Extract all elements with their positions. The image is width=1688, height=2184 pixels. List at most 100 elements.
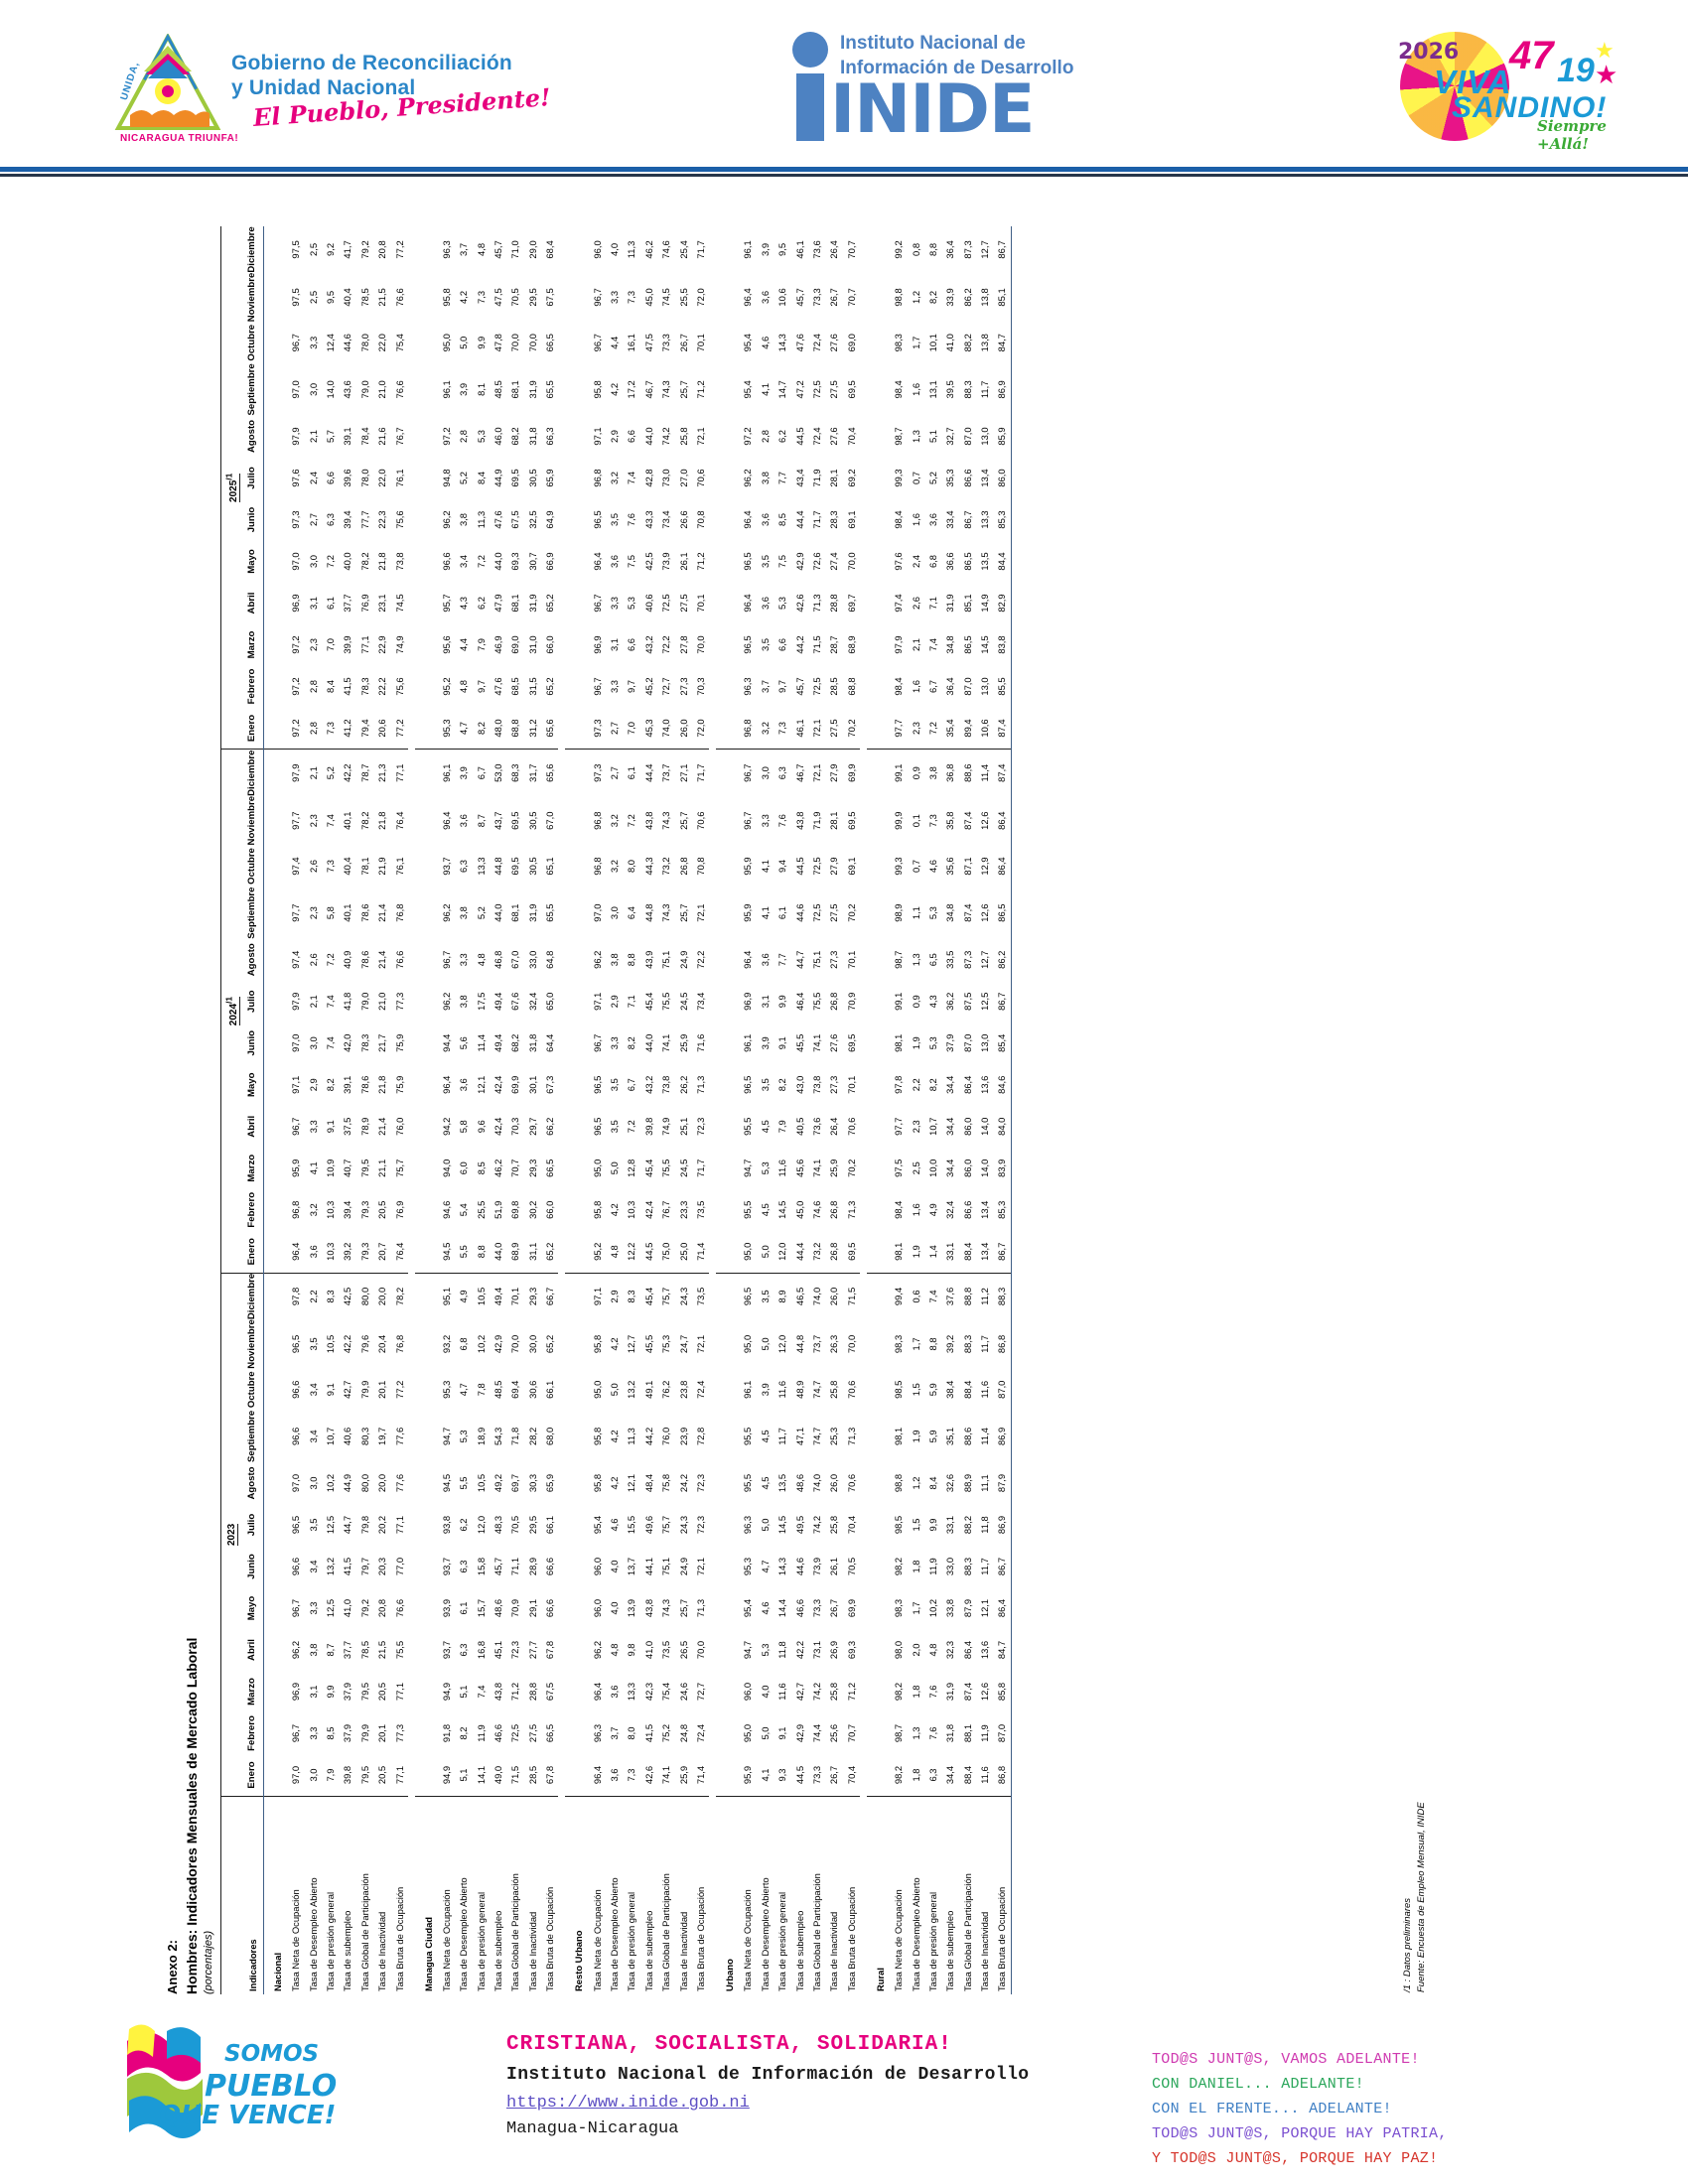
footer-url-link[interactable]: https://www.inide.gob.ni [506,2094,750,2113]
data-cell: 70,2 [845,1159,857,1177]
data-cell: 2,5 [307,242,319,256]
data-cell: 13,8 [979,288,991,307]
data-cell: 12,1 [475,1075,487,1094]
data-cell: 40,0 [342,552,353,571]
indicator-label: Tasa de Inactividad [677,1911,689,1991]
data-cell: 69,1 [845,510,857,529]
section-empty-cell [415,499,438,541]
data-cell: 20,8 [376,1598,388,1618]
data-cell: 25,5 [677,288,689,307]
data-cell: 95,5 [742,1473,754,1493]
data-cell: 70,0 [695,1640,706,1660]
data-cell: 12,7 [626,1334,637,1354]
data-cell: 78,6 [358,903,370,922]
data-cell: 97,6 [893,552,905,571]
data-cell: 96,8 [591,857,603,876]
data-cell: 97,0 [290,1473,302,1493]
data-cell: 12,5 [324,1598,336,1618]
footer-city: Managua-Nicaragua [506,2119,679,2138]
data-cell: 8,8 [472,1230,490,1274]
data-cell: 70,3 [695,677,706,696]
data-cell: 65,2 [544,677,556,696]
data-cell: 98,1 [889,1230,908,1274]
data-cell: 84,4 [993,540,1012,583]
data-cell: 70,6 [845,1117,857,1136]
data-cell: 2,4 [307,471,319,485]
data-cell: 72,5 [810,857,822,876]
indicator-label: Tasa Neta de Ocupación [290,1889,302,1991]
data-cell: 14,3 [776,1557,788,1576]
data-cell: 78,0 [358,469,370,487]
data-cell: 72,2 [660,635,672,654]
data-cell: 3,9 [759,1383,771,1397]
data-cell: 75,6 [393,510,405,529]
data-cell: 86,9 [993,1410,1012,1462]
data-cell: 25,7 [677,811,689,830]
section-empty-cell [264,666,288,708]
data-cell: 70,1 [845,950,857,969]
data-cell: 11,6 [776,1683,788,1701]
data-cell: 87,3 [961,950,973,969]
data-cell: 71,3 [810,594,822,613]
month-header-y2025-8: Agosto [241,415,264,458]
data-cell: 4,2 [609,1430,621,1443]
data-cell: 77,2 [393,1380,405,1399]
data-cell: 14,7 [776,380,788,399]
data-cell: 86,4 [993,845,1012,887]
section-empty-cell [716,1369,739,1411]
data-cell: 26,0 [828,1473,840,1493]
data-cell: 20,0 [376,1473,388,1493]
section-empty-cell [867,541,890,583]
data-cell: 96,7 [742,811,754,830]
data-cell: 97,1 [591,992,603,1011]
data-cell: 72,5 [810,903,822,922]
section-empty-cell [264,499,288,541]
data-cell: 11,1 [979,1474,991,1492]
data-cell: 87,5 [961,992,973,1011]
data-cell: 89,4 [958,707,976,750]
data-cell: 6,3 [923,1754,942,1797]
data-cell: 71,3 [845,1427,857,1445]
section-empty-cell [264,1671,288,1712]
data-cell: 0,7 [910,859,921,874]
data-cell: 67,3 [544,1075,556,1094]
section-empty-cell [565,1411,588,1462]
data-cell: 96,9 [290,1682,302,1702]
section-empty-cell [264,1462,288,1504]
data-cell: 14,4 [776,1598,788,1618]
data-cell: 28,5 [523,1754,542,1797]
data-cell: 7,4 [324,995,336,1009]
month-header-y2023-6: Junio [241,1546,264,1587]
data-cell: 3,0 [609,906,621,920]
data-cell: 26,1 [828,1557,840,1576]
data-cell: 30,7 [526,552,538,571]
data-cell: 21,0 [376,380,388,399]
data-cell: 97,3 [591,763,603,782]
data-cell: 1,5 [910,1383,921,1397]
data-cell: 30,0 [526,1334,538,1354]
data-cell: 70,5 [509,1515,521,1535]
data-cell: 41,0 [642,1640,654,1660]
data-cell: 68,5 [509,677,521,696]
data-cell: 79,9 [358,1380,370,1399]
data-cell: 4,7 [458,1383,470,1397]
data-cell: 40,4 [342,288,353,307]
indicator-label: Tasa de Desempleo Abierto [307,1877,319,1991]
data-cell: 42,5 [642,552,654,571]
data-cell: 75,5 [810,992,822,1011]
data-cell: 97,9 [290,427,302,446]
data-cell: 10,5 [475,1473,487,1493]
data-cell: 7,3 [626,290,637,304]
data-cell: 15,7 [475,1598,487,1618]
data-cell: 34,8 [944,903,956,922]
data-cell: 12,0 [475,1515,487,1535]
section-empty-cell [716,845,739,887]
data-cell: 3,3 [307,1601,319,1615]
data-cell: 95,0 [591,1159,603,1177]
data-cell: 31,9 [526,594,538,613]
data-cell: 44,7 [342,1515,353,1535]
data-cell: 24,7 [677,1334,689,1354]
footer-institution-block: CRISTIANA, SOCIALISTA, SOLIDARIA! Instit… [506,2033,1142,2138]
table-row: Tasa de Inactividad 26,7 25,6 25,8 26,9 26,7 2… [825,226,843,1994]
data-cell: 96,5 [742,1287,754,1306]
